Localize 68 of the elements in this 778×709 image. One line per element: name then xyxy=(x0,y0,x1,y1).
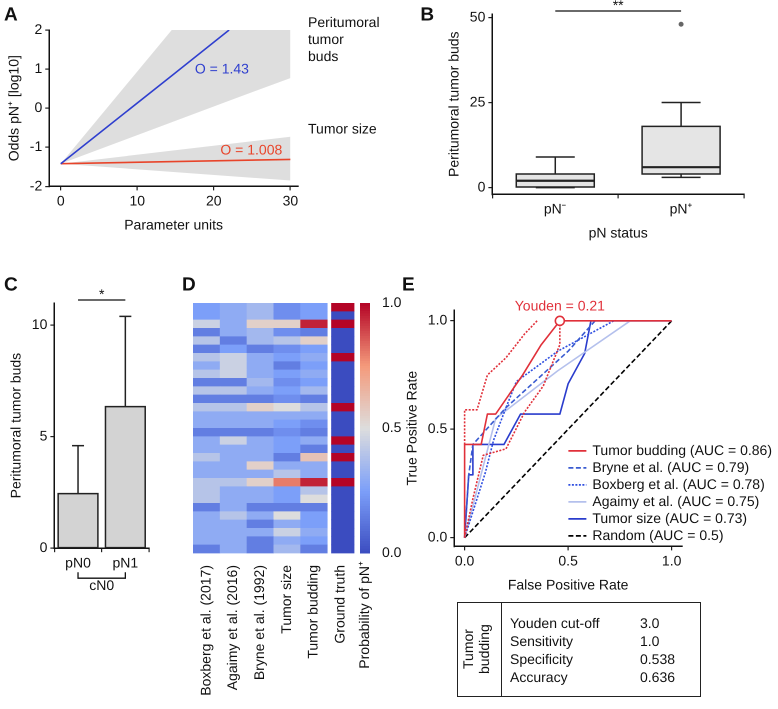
y-axis-title: Peritumoral tumor buds xyxy=(7,352,24,498)
y-axis-title: Odds pN⁺ [log10] xyxy=(5,55,22,162)
text: Peritumoral tumor buds xyxy=(308,14,380,64)
color-bar-label: 1.0 xyxy=(382,294,402,310)
y-tick-label: 0 xyxy=(478,178,486,194)
text: * xyxy=(98,286,105,302)
y-tick-label: 1.0 xyxy=(428,312,448,328)
legend-label: Boxberg et al. (AUC = 0.78) xyxy=(592,476,765,492)
legend-label: Agaimy et al. (AUC = 0.75) xyxy=(592,492,760,509)
text: Tumor size xyxy=(308,120,377,137)
y-tick-label: 0 xyxy=(34,99,42,116)
x-axis-title: Parameter units xyxy=(124,216,224,232)
y-tick-label: 0.0 xyxy=(428,528,448,545)
y-tick-label: 1 xyxy=(34,60,42,76)
annotation: Youden = 0.21 xyxy=(514,298,606,314)
data-label: 3.0 xyxy=(640,614,660,630)
data-label: 0.636 xyxy=(640,668,676,684)
x-tick-label: Ground truth xyxy=(331,565,348,644)
color-bar-title: Probability of pN⁺ xyxy=(356,561,372,669)
y-tick-label: 50 xyxy=(470,8,486,24)
y-tick-label: -2 xyxy=(30,177,42,194)
x-tick-label: Bryne et al. (1992) xyxy=(250,565,267,680)
y-tick-label: 25 xyxy=(470,93,486,110)
text: E xyxy=(402,274,415,296)
x-tick-label: pN1 xyxy=(112,554,138,570)
y-tick-label: 0 xyxy=(40,539,48,556)
y-tick-label: 5 xyxy=(40,428,48,444)
annotation: O = 1.008 xyxy=(220,141,282,158)
x-tick-label: pN⁻ xyxy=(544,200,567,217)
x-tick-label: 30 xyxy=(282,192,298,209)
x-axis-title: False Positive Rate xyxy=(508,576,629,592)
x-tick-label: 1.0 xyxy=(662,552,682,569)
category-label: Youden cut-off xyxy=(510,614,601,630)
y-tick-label: 0.5 xyxy=(428,420,448,436)
legend-label: Random (AUC = 0.5) xyxy=(592,526,724,543)
x-tick-label: Tumor budding xyxy=(304,565,321,659)
y-axis-title: Peritumoral tumor buds xyxy=(445,31,462,177)
text: cN0 xyxy=(89,577,114,594)
x-tick-label: Boxberg et al. (2017) xyxy=(197,565,214,696)
x-tick-label: Agaimy et al. (2016) xyxy=(224,565,240,690)
x-tick-label: Tumor size xyxy=(278,564,294,634)
annotation: O = 1.43 xyxy=(194,60,250,76)
x-tick-label: 20 xyxy=(206,192,222,209)
text: ** xyxy=(612,0,624,13)
x-axis-title: pN status xyxy=(588,224,648,240)
data-label: 1.0 xyxy=(640,632,660,648)
legend-label: Tumor budding (AUC = 0.86) xyxy=(592,442,772,458)
category-label: Specificity xyxy=(510,650,574,666)
x-tick-label: 10 xyxy=(129,192,146,209)
text: B xyxy=(420,4,434,26)
category-label: Sensitivity xyxy=(510,632,574,648)
text: C xyxy=(4,274,18,296)
data-label: 0.538 xyxy=(640,650,676,666)
category-label: Accuracy xyxy=(510,668,569,684)
x-tick-label: pN⁺ xyxy=(670,200,693,217)
x-tick-label: 0.5 xyxy=(558,552,578,569)
y-tick-label: -1 xyxy=(30,138,42,154)
y-axis-title: True Positive Rate xyxy=(403,370,420,486)
x-tick-label: pN0 xyxy=(65,554,92,570)
legend-label: Bryne et al. (AUC = 0.79) xyxy=(592,458,750,475)
y-tick-label: 2 xyxy=(34,20,42,37)
legend-label: Tumor size (AUC = 0.73) xyxy=(592,510,748,526)
color-bar-label: 0.5 xyxy=(382,418,402,435)
text: A xyxy=(4,4,18,26)
y-tick-label: 10 xyxy=(32,316,48,332)
x-tick-label: 0.0 xyxy=(454,552,475,569)
x-tick-label: 0 xyxy=(56,192,65,209)
text: D xyxy=(182,274,196,296)
